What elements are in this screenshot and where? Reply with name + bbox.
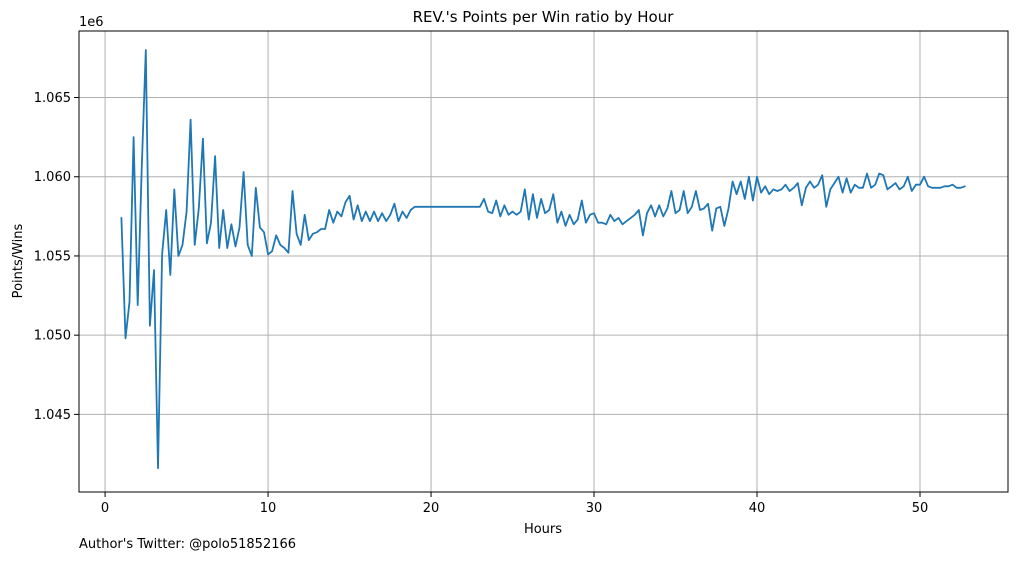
series-line xyxy=(120,49,966,470)
x-axis-label: Hours xyxy=(524,522,562,537)
y-tick-label: 1.055 xyxy=(34,249,71,264)
y-axis: 1.045 1.050 1.055 1.060 1.065 xyxy=(34,91,79,423)
author-twitter-note: Author's Twitter: @polo51852166 xyxy=(79,537,297,552)
y-tick-label: 1.050 xyxy=(34,329,71,344)
chart-title: REV.'s Points per Win ratio by Hour xyxy=(413,8,675,26)
y-tick-label: 1.065 xyxy=(34,91,71,106)
x-tick-label: 10 xyxy=(260,501,277,516)
y-axis-label: Points/Wins xyxy=(11,223,26,298)
y-tick-label: 1.060 xyxy=(34,170,71,185)
plot-frame xyxy=(78,30,1009,493)
x-tick-label: 20 xyxy=(423,501,440,516)
x-tick-label: 40 xyxy=(749,501,766,516)
y-offset-label: 1e6 xyxy=(79,15,104,30)
x-axis: 0 10 20 30 40 50 xyxy=(101,492,928,516)
x-tick-label: 0 xyxy=(101,501,109,516)
x-tick-label: 50 xyxy=(912,501,929,516)
x-tick-label: 30 xyxy=(586,501,603,516)
y-tick-label: 1.045 xyxy=(34,408,71,423)
grid-lines xyxy=(79,31,1008,492)
